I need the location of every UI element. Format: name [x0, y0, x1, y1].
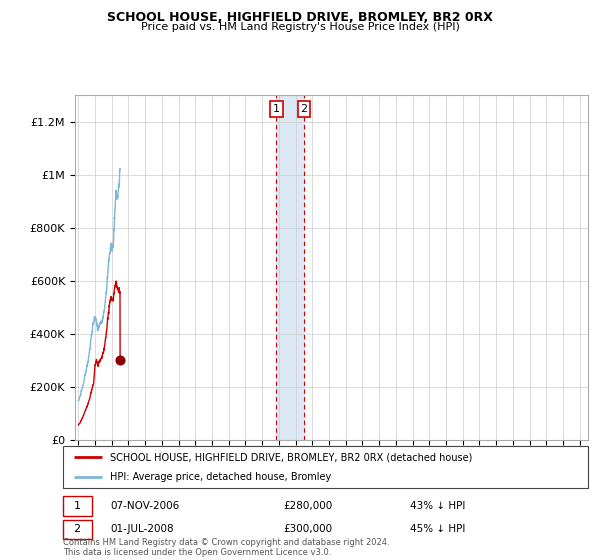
FancyBboxPatch shape: [63, 446, 588, 488]
Text: £300,000: £300,000: [284, 524, 332, 534]
FancyBboxPatch shape: [63, 520, 92, 539]
Text: 45% ↓ HPI: 45% ↓ HPI: [409, 524, 465, 534]
Text: 2: 2: [74, 524, 81, 534]
Text: 43% ↓ HPI: 43% ↓ HPI: [409, 501, 465, 511]
Text: Contains HM Land Registry data © Crown copyright and database right 2024.
This d: Contains HM Land Registry data © Crown c…: [63, 538, 389, 557]
Text: 01-JUL-2008: 01-JUL-2008: [110, 524, 174, 534]
Text: 1: 1: [74, 501, 80, 511]
Text: £280,000: £280,000: [284, 501, 333, 511]
Text: HPI: Average price, detached house, Bromley: HPI: Average price, detached house, Brom…: [110, 473, 331, 482]
Text: 07-NOV-2006: 07-NOV-2006: [110, 501, 179, 511]
Text: SCHOOL HOUSE, HIGHFIELD DRIVE, BROMLEY, BR2 0RX: SCHOOL HOUSE, HIGHFIELD DRIVE, BROMLEY, …: [107, 11, 493, 24]
Bar: [277, 95, 304, 440]
Text: SCHOOL HOUSE, HIGHFIELD DRIVE, BROMLEY, BR2 0RX (detached house): SCHOOL HOUSE, HIGHFIELD DRIVE, BROMLEY, …: [110, 452, 473, 462]
Text: 1: 1: [273, 104, 280, 114]
Text: Price paid vs. HM Land Registry's House Price Index (HPI): Price paid vs. HM Land Registry's House …: [140, 22, 460, 32]
FancyBboxPatch shape: [63, 496, 92, 516]
Text: 2: 2: [301, 104, 307, 114]
